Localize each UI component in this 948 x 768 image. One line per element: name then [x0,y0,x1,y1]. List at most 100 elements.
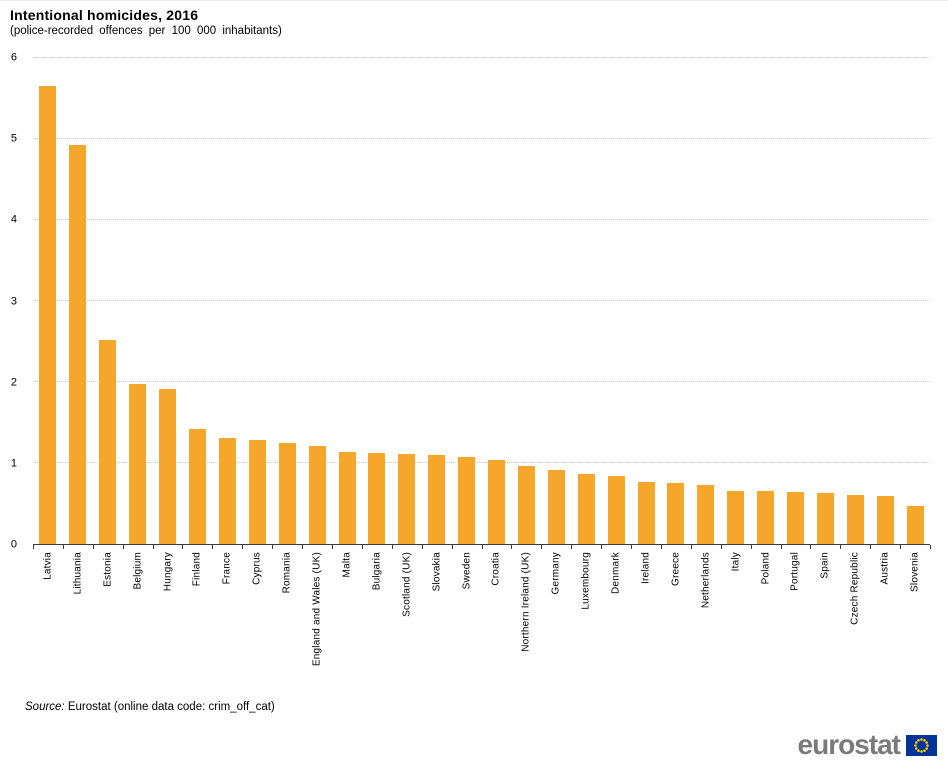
bar-slot [242,58,272,544]
bar-spain [817,492,835,544]
bar-austria [876,496,894,544]
bar-slot [33,58,63,544]
bar-finland [188,428,206,544]
bar-slot [900,58,930,544]
x-tick-label: Spain [819,552,831,579]
bar-slot [691,58,721,544]
bar-malta [338,451,356,544]
y-tick-label: 0 [10,538,17,551]
axis-tick [212,545,214,549]
bar-slot [631,58,661,544]
x-tick-label: Cyprus [251,552,263,585]
bar-slot [571,58,601,544]
x-tick-label: Sweden [461,552,473,590]
bar-scotland-uk [398,454,416,544]
bars-row [33,58,930,544]
bar-slot [751,58,781,544]
x-tick-label: Slovakia [431,552,443,592]
bar-slot [870,58,900,544]
bar-northern-ireland-uk [517,466,535,544]
x-tick-label: Latvia [42,552,54,580]
bar-hungary [159,389,177,544]
bar-slot [452,58,482,544]
bar-slot [63,58,93,544]
gridline [33,381,930,383]
axis-tick [840,545,842,549]
x-tick-label: Germany [550,552,562,595]
bar-slot [721,58,751,544]
bar-slot [422,58,452,544]
eurostat-logo: eurostat [798,731,937,759]
source-note: Source: Eurostat (online data code: crim… [25,701,275,713]
bar-czech-republic [846,494,864,544]
axis-tick [33,545,34,549]
bar-denmark [607,475,625,544]
x-tick-label: Croatia [490,552,502,586]
y-tick-label: 2 [10,376,17,389]
bar-slovenia [906,505,924,544]
x-tick-label: Austria [879,552,891,585]
chart-title: Intentional homicides, 2016 [10,7,199,23]
axis-tick [391,545,393,549]
gridline [33,300,930,301]
bar-france [218,437,236,544]
axis-tick [272,545,274,549]
x-tick-label: Denmark [610,552,622,594]
y-axis-labels: 0 1 2 3 4 5 6 [0,52,26,550]
bar-netherlands [697,484,715,544]
y-tick-label: 6 [10,51,17,64]
bar-slot [840,58,870,544]
x-tick-label: Slovenia [909,552,921,592]
bar-slot [93,58,123,544]
bar-greece [667,483,685,544]
bar-cyprus [248,439,266,544]
bar-slot [153,58,183,544]
axis-tick [182,545,184,549]
gridline [33,57,930,58]
axis-tick [361,545,363,549]
axis-tick [780,545,782,549]
bar-slot [541,58,571,544]
x-tick-label: France [221,552,233,585]
bar-sweden [458,457,476,544]
axis-tick [690,545,692,549]
bar-bulgaria [368,453,386,544]
bar-estonia [99,339,117,544]
bar-slot [212,58,242,544]
bar-slot [123,58,153,544]
source-text: Eurostat (online data code: crim_off_cat… [67,701,275,713]
y-tick-label: 5 [10,132,17,145]
axis-tick [870,545,872,549]
x-tick-label: Greece [670,552,682,586]
axis-tick [930,545,931,549]
bar-ireland [637,481,655,544]
chart-subtitle: (police-recorded offences per 100 000 in… [10,25,282,37]
bar-slot [601,58,631,544]
plot-area [33,57,931,549]
bar-slot [482,58,512,544]
bar-england-and-wales-uk [308,446,326,544]
axis-tick [122,545,124,549]
bar-croatia [488,459,506,544]
axis-tick [451,545,453,549]
x-tick-label: Finland [191,552,203,587]
bar-italy [727,490,745,544]
axis-tick [302,545,304,549]
x-tick-label: Romania [281,552,293,594]
axis-tick [62,545,64,549]
axis-tick [92,545,94,549]
bar-poland [757,491,775,544]
x-tick-label: Netherlands [700,552,712,609]
axis-tick [511,545,513,549]
axis-tick [601,545,603,549]
x-tick-label: Belgium [132,552,144,590]
bar-slot [392,58,422,544]
bar-slot [183,58,213,544]
x-tick-label: Estonia [102,552,114,587]
axis-tick [900,545,902,549]
axis-tick [810,545,812,549]
axis-tick [481,545,483,549]
axis-tick [630,545,632,549]
axis-tick [541,545,543,549]
